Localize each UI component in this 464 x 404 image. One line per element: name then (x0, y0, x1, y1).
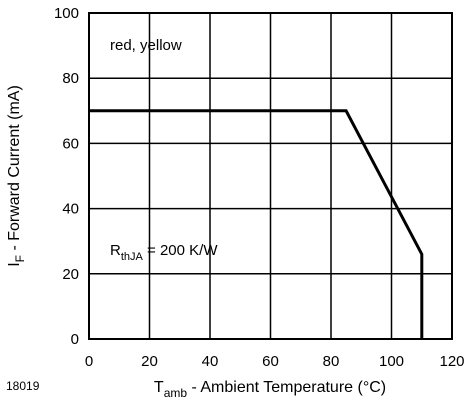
y-tick-label: 20 (62, 266, 79, 283)
figure-id: 18019 (6, 379, 40, 393)
rth-rest: = 200 K/W (143, 242, 218, 259)
plot-frame (88, 12, 453, 340)
rth-sub: thJA (121, 251, 144, 263)
grid-lines (88, 12, 453, 340)
y-label-sub: F (13, 255, 27, 262)
forward-current-curve (89, 109, 424, 339)
x-tick-label: 20 (141, 353, 158, 370)
y-tick-labels: 0 20 40 60 80 100 (54, 5, 79, 348)
y-tick-label: 0 (71, 331, 79, 348)
x-axis-label: Tamb - Ambient Temperature (°C) (154, 379, 386, 400)
x-tick-labels: 0 20 40 60 80 100 120 (85, 353, 464, 370)
y-tick-label: 60 (62, 135, 79, 152)
y-tick-label: 100 (54, 5, 79, 22)
y-tick-label: 40 (62, 201, 79, 218)
x-tick-label: 80 (323, 353, 340, 370)
y-label-rest: - Forward Current (mA) (6, 85, 23, 255)
x-label-sub: amb (164, 386, 188, 400)
y-axis-label: IF - Forward Current (mA) (6, 85, 27, 267)
y-tick-label: 80 (62, 70, 79, 87)
x-tick-label: 40 (202, 353, 219, 370)
x-tick-label: 100 (379, 353, 404, 370)
x-tick-label: 60 (262, 353, 279, 370)
x-label-rest: - Ambient Temperature (°C) (187, 379, 386, 396)
y-label-main: I (6, 262, 23, 266)
x-label-main: T (154, 379, 164, 396)
color-note-annotation: red, yellow (110, 37, 182, 54)
x-tick-label: 120 (439, 353, 464, 370)
thermal-resistance-annotation: RthJA = 200 K/W (110, 242, 218, 263)
x-tick-label: 0 (85, 353, 93, 370)
rth-main: R (110, 242, 121, 259)
